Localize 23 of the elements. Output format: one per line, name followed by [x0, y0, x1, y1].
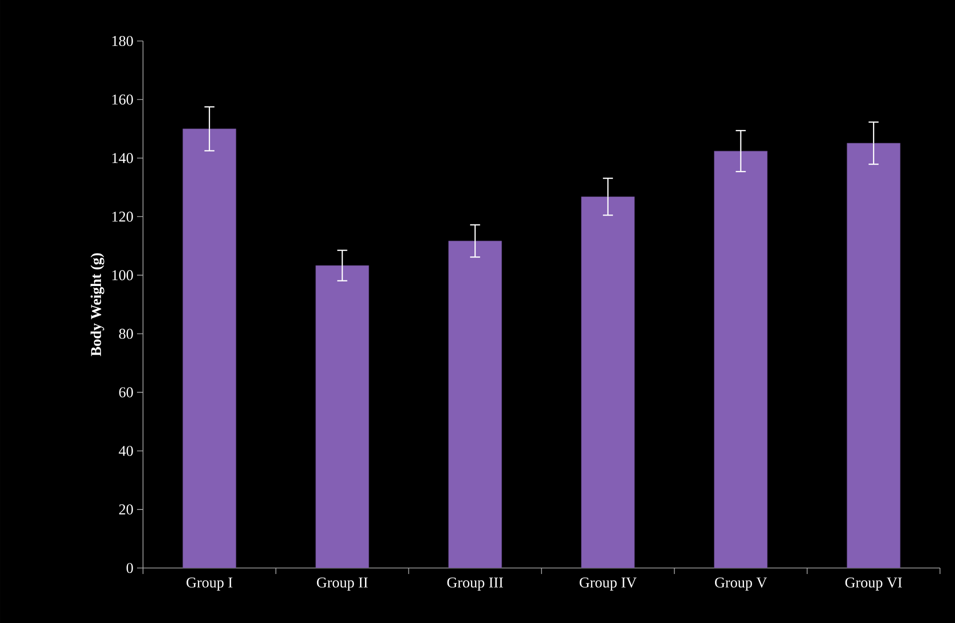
bar: [448, 240, 502, 568]
y-tick-label: 120: [112, 212, 133, 222]
x-tick-label: Group III: [447, 578, 503, 591]
bar: [182, 128, 236, 568]
bar: [714, 150, 768, 568]
x-tick-label: Group V: [715, 578, 767, 591]
y-tick-label: 20: [119, 504, 133, 514]
bar: [846, 142, 900, 568]
x-tick-label: Group I: [186, 578, 232, 591]
y-tick-label: 0: [126, 562, 133, 574]
y-tick-label: 40: [118, 446, 133, 456]
y-tick-label: 160: [112, 94, 133, 105]
y-tick-label: 100: [112, 270, 133, 280]
bar: [315, 265, 370, 568]
y-tick-label: 60: [119, 387, 133, 398]
bar: [581, 196, 635, 568]
x-tick-label: Group II: [316, 578, 368, 591]
y-tick-label: 80: [119, 328, 133, 339]
y-tick-label: 140: [112, 153, 133, 164]
x-tick-label: Group VI: [845, 578, 902, 591]
y-tick-label: 180: [112, 36, 133, 46]
x-tick-label: Group IV: [580, 578, 637, 591]
y-axis-title: Body Weight (g): [90, 253, 104, 356]
